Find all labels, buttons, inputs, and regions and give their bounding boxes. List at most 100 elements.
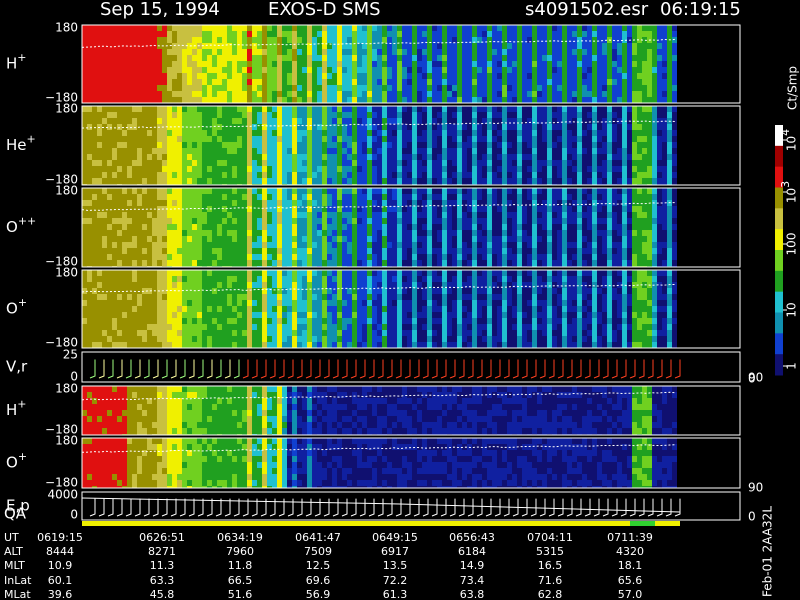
spectrogram-cell — [532, 224, 537, 230]
spectrogram-cell — [542, 154, 547, 160]
spectrogram-cell — [257, 224, 262, 230]
spectrogram-cell — [592, 178, 597, 184]
spectrogram-cell — [577, 106, 582, 112]
spectrogram-cell — [537, 130, 542, 136]
spectrogram-cell — [82, 224, 87, 230]
spectrogram-cell — [577, 61, 582, 67]
spectrogram-cell — [512, 136, 517, 142]
spectrogram-cell — [577, 112, 582, 118]
spectrogram-cell — [497, 79, 502, 85]
spectrogram-cell — [92, 106, 97, 112]
spectrogram-cell — [387, 37, 392, 43]
spectrogram-cell — [147, 97, 152, 103]
spectrogram-cell — [407, 160, 412, 166]
spectrogram-cell — [122, 85, 127, 91]
spectrogram-cell — [167, 200, 172, 206]
spectrogram-cell — [437, 172, 442, 178]
spectrogram-cell — [222, 142, 227, 148]
spectrogram-cell — [557, 154, 562, 160]
spectrogram-cell — [102, 254, 107, 260]
spectrogram-cell — [532, 73, 537, 79]
spectrogram-cell — [222, 206, 227, 212]
spectrogram-cell — [132, 218, 137, 224]
spectrogram-cell — [247, 112, 252, 118]
spectrogram-cell — [512, 73, 517, 79]
spectrogram-cell — [252, 172, 257, 178]
spectrogram-cell — [187, 61, 192, 67]
spectrogram-cell — [557, 136, 562, 142]
spectrogram-cell — [507, 91, 512, 97]
spectrogram-cell — [357, 67, 362, 73]
spectrogram-cell — [152, 112, 157, 118]
spectrogram-cell — [87, 242, 92, 248]
spectrogram-cell — [402, 254, 407, 260]
spectrogram-cell — [547, 206, 552, 212]
spectrogram-cell — [402, 67, 407, 73]
spectrogram-cell — [122, 79, 127, 85]
spectrogram-cell — [482, 25, 487, 31]
spectrogram-cell — [92, 31, 97, 37]
spectrogram-cell — [157, 160, 162, 166]
spectrogram-cell — [107, 300, 112, 306]
spectrogram-cell — [657, 178, 662, 184]
spectrogram-cell — [437, 130, 442, 136]
spectrogram-cell — [667, 91, 672, 97]
spectrogram-cell — [237, 206, 242, 212]
spectrogram-cell — [272, 166, 277, 172]
spectrogram-cell — [482, 55, 487, 61]
spectrogram-cell — [412, 130, 417, 136]
spectrogram-cell — [442, 112, 447, 118]
spectrogram-cell — [622, 188, 627, 194]
spectrogram-cell — [212, 166, 217, 172]
spectrogram-cell — [392, 91, 397, 97]
spectrogram-cell — [367, 206, 372, 212]
spectrogram-cell — [532, 194, 537, 200]
spectrogram-cell — [382, 218, 387, 224]
spectrogram-cell — [347, 188, 352, 194]
spectrogram-cell — [482, 194, 487, 200]
spectrogram-cell — [112, 224, 117, 230]
spectrogram-cell — [287, 136, 292, 142]
spectrogram-cell — [532, 97, 537, 103]
spectrogram-cell — [557, 67, 562, 73]
spectrogram-cell — [567, 118, 572, 124]
spectrogram-cell — [377, 61, 382, 67]
spectrogram-cell — [227, 25, 232, 31]
spectrogram-cell — [537, 200, 542, 206]
spectrogram-cell — [277, 218, 282, 224]
spectrogram-cell — [582, 55, 587, 61]
spectrogram-cell — [257, 37, 262, 43]
spectrogram-cell — [117, 276, 122, 282]
spectrogram-cell — [127, 130, 132, 136]
spectrogram-cell — [102, 300, 107, 306]
spectrogram-cell — [352, 85, 357, 91]
spectrogram-cell — [587, 260, 592, 266]
spectrogram-cell — [247, 154, 252, 160]
spectrogram-cell — [572, 124, 577, 130]
spectrogram-cell — [182, 212, 187, 218]
spectrogram-cell — [642, 43, 647, 49]
spectrogram-cell — [192, 112, 197, 118]
spectrogram-cell — [377, 236, 382, 242]
spectrogram-cell — [192, 106, 197, 112]
spectrogram-cell — [317, 218, 322, 224]
spectrogram-cell — [202, 136, 207, 142]
spectrogram-cell — [92, 342, 97, 348]
spectrogram-cell — [627, 154, 632, 160]
spectrogram-cell — [462, 142, 467, 148]
spectrogram-cell — [522, 91, 527, 97]
spectrogram-cell — [387, 79, 392, 85]
spectrogram-cell — [492, 31, 497, 37]
spectrogram-cell — [572, 178, 577, 184]
spectrogram-cell — [302, 31, 307, 37]
spectrogram-cell — [442, 200, 447, 206]
spectrogram-cell — [247, 106, 252, 112]
spectrogram-cell — [122, 254, 127, 260]
spectrogram-cell — [182, 55, 187, 61]
spectrogram-cell — [347, 178, 352, 184]
spectrogram-cell — [122, 97, 127, 103]
spectrogram-cell — [387, 154, 392, 160]
spectrogram-cell — [512, 67, 517, 73]
spectrogram-cell — [232, 73, 237, 79]
spectrogram-cell — [562, 136, 567, 142]
